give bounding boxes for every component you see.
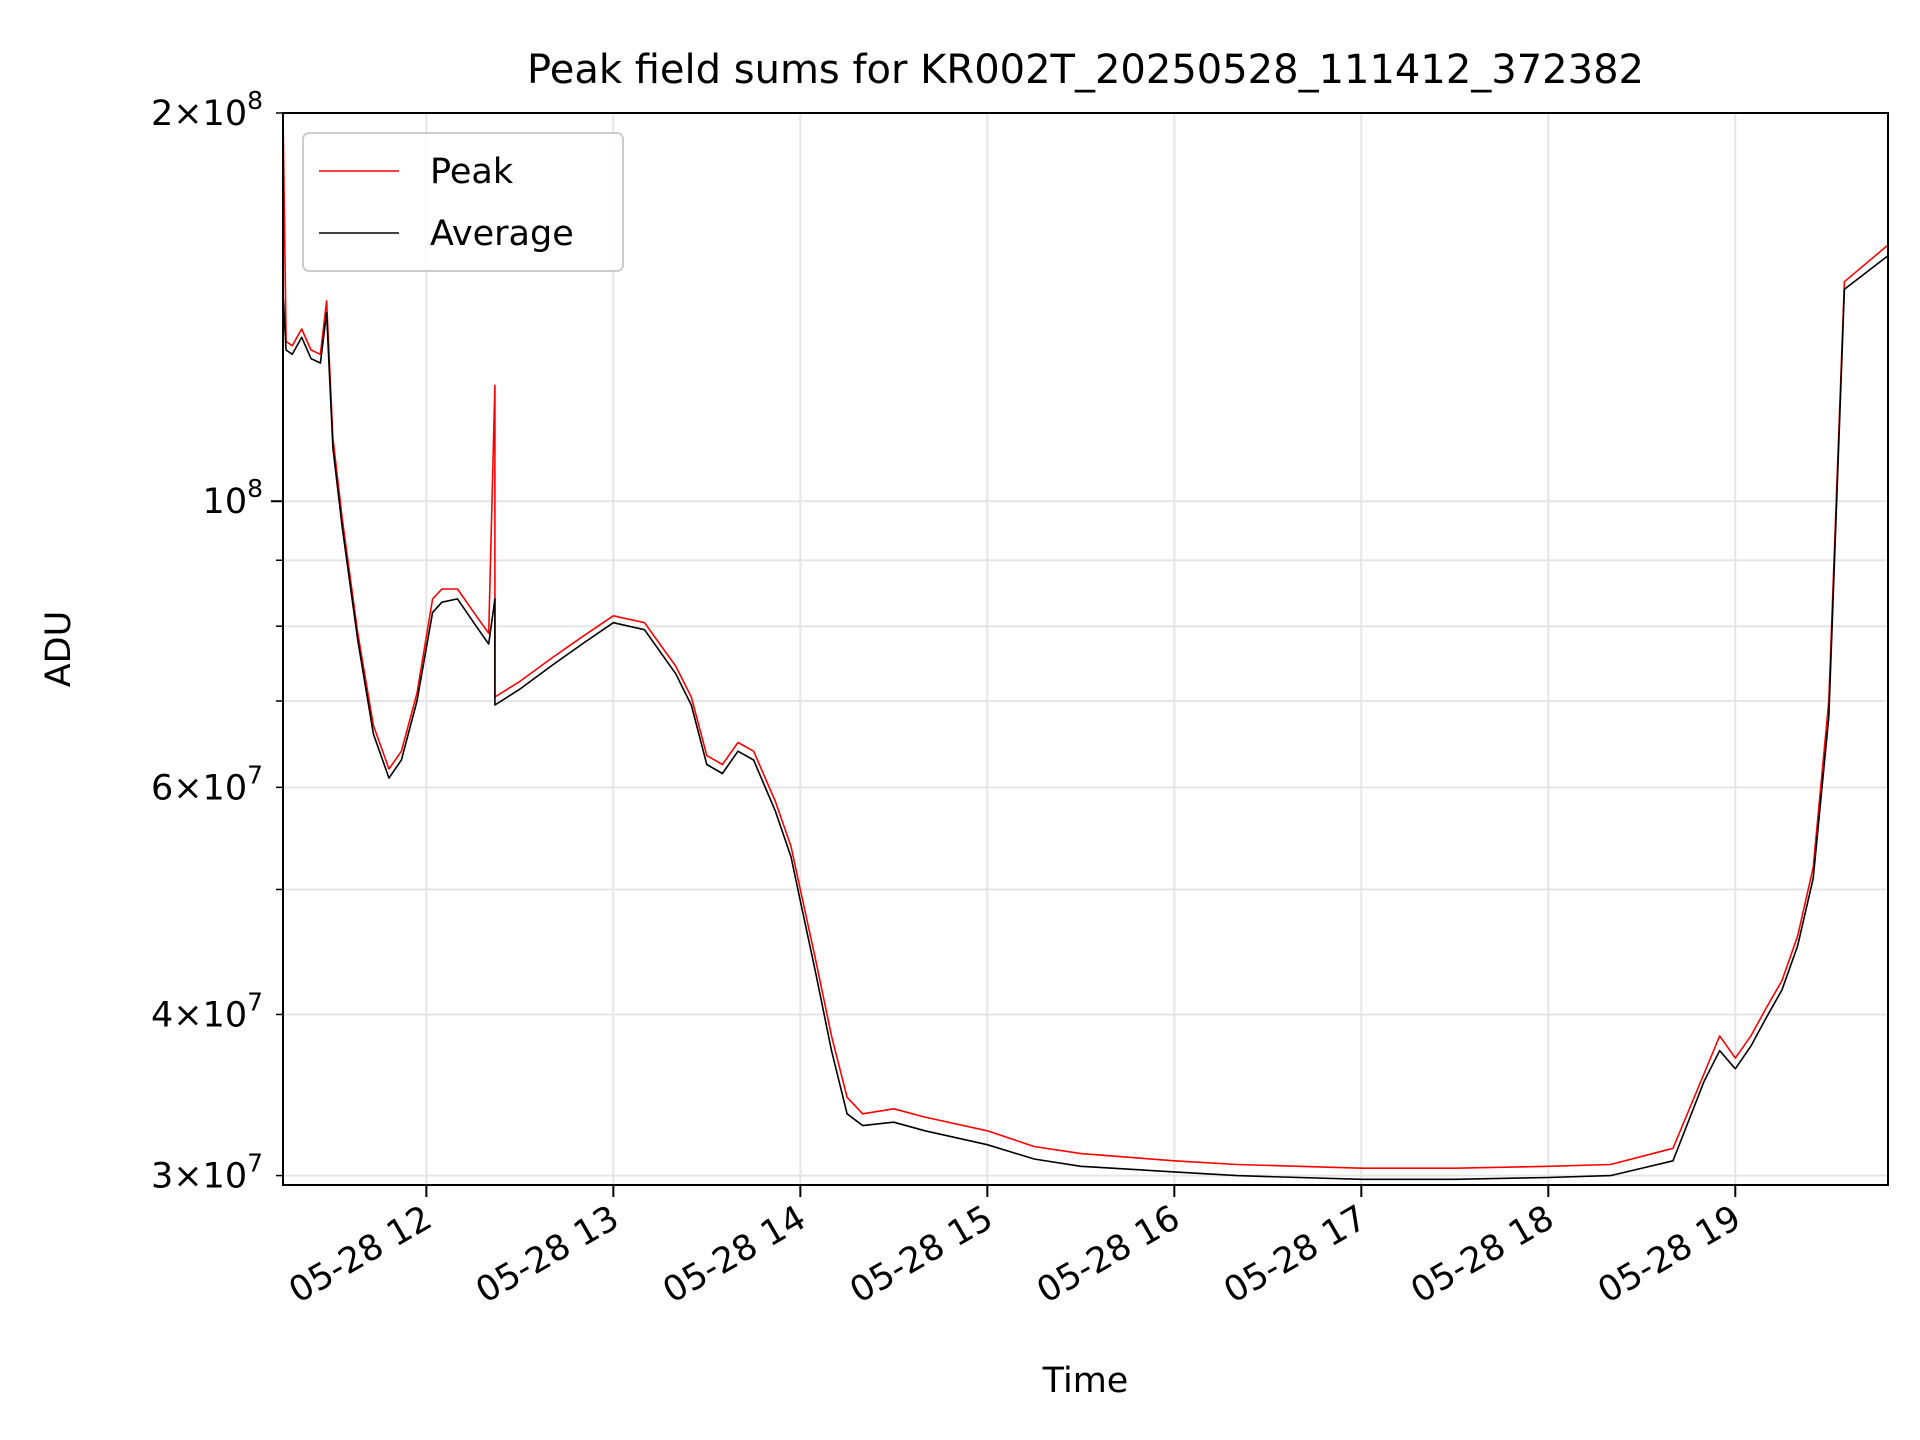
y-tick-label-exponent: 7: [247, 987, 263, 1016]
y-tick-label-base: 10: [203, 482, 248, 522]
y-tick-label-base: 2×10: [151, 94, 247, 134]
y-tick-label-base: 4×10: [151, 995, 247, 1035]
x-tick-label: 05-28 18: [1405, 1198, 1561, 1311]
legend: Peak Average: [302, 132, 624, 272]
legend-label-peak: Peak: [430, 152, 514, 192]
chart-title: Peak field sums for KR002T_20250528_1114…: [527, 47, 1644, 93]
x-tick-label: 05-28 13: [470, 1198, 626, 1311]
y-tick-label-exponent: 8: [247, 86, 263, 115]
y-tick-label-exponent: 8: [247, 474, 263, 503]
y-tick-label: 6×107: [151, 760, 263, 808]
legend-box: [302, 132, 624, 272]
legend-label-average: Average: [430, 214, 574, 254]
series-line-peak: [282, 112, 1889, 1169]
y-tick-label: 2×108: [151, 86, 263, 134]
y-tick-label-exponent: 7: [247, 1149, 263, 1178]
series-line-average: [282, 255, 1889, 1181]
series-layer: [282, 112, 1889, 1181]
y-tick-label-exponent: 7: [247, 760, 263, 789]
x-axis-title: Time: [1042, 1361, 1129, 1401]
y-tick-label: 108: [203, 474, 263, 522]
x-tick-label: 05-28 19: [1592, 1198, 1748, 1311]
y-tick-label: 3×107: [151, 1149, 263, 1197]
y-tick-label-base: 3×10: [151, 1157, 247, 1197]
y-tick-label-base: 6×10: [151, 768, 247, 808]
x-tick-label: 05-28 16: [1031, 1198, 1187, 1311]
grid: [283, 112, 1888, 1185]
x-tick-label: 05-28 17: [1218, 1198, 1374, 1311]
y-tick-label: 4×107: [151, 987, 263, 1035]
x-tick-label: 05-28 15: [844, 1198, 1000, 1311]
plot-frame: [282, 112, 1889, 1186]
y-axis-title: ADU: [39, 611, 79, 688]
x-tick-label: 05-28 12: [283, 1198, 439, 1311]
x-tick-label: 05-28 14: [657, 1198, 813, 1311]
